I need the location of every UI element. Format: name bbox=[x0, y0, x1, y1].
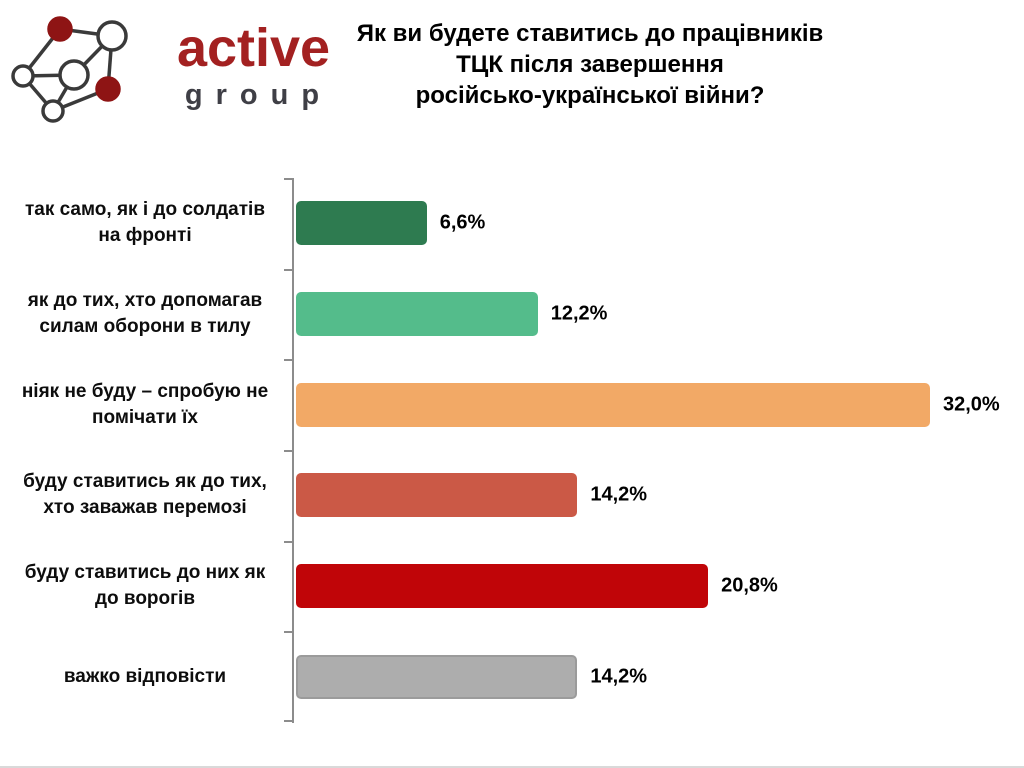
value-label: 32,0% bbox=[943, 393, 1000, 416]
axis-tick bbox=[284, 178, 293, 180]
axis-tick bbox=[284, 359, 293, 362]
bar bbox=[296, 563, 709, 608]
category-label: буду ставитись як до тих, хто заважав пе… bbox=[23, 471, 267, 519]
chart-row: буду ставитись до них як до ворогів 20,8% bbox=[0, 541, 1024, 632]
axis-tick bbox=[284, 720, 293, 722]
value-label: 14,2% bbox=[590, 665, 648, 688]
chart-row: буду ставитись як до тих, хто заважав пе… bbox=[0, 450, 1024, 541]
axis-tick bbox=[284, 631, 293, 634]
value-label: 12,2% bbox=[550, 302, 608, 325]
category-label: як до тих, хто допомагав силам оборони в… bbox=[27, 289, 263, 337]
bar bbox=[296, 654, 578, 699]
chart-title-line-1: Як ви будете ставитись до працівників bbox=[356, 20, 824, 47]
chart-row: як до тих, хто допомагав силам оборони в… bbox=[0, 269, 1024, 360]
axis-tick bbox=[284, 268, 293, 271]
chart-row: так само, як і до солдатів на фронті 6,6% bbox=[0, 178, 1024, 269]
active-group-logo: active group bbox=[8, 12, 348, 137]
logo-subname: group bbox=[184, 79, 333, 111]
value-label: 20,8% bbox=[721, 574, 778, 597]
category-label: буду ставитись до них як до ворогів bbox=[24, 561, 266, 609]
category-label: так само, як і до солдатів на фронті bbox=[24, 199, 266, 247]
bar bbox=[296, 382, 930, 427]
slide-bottom-edge bbox=[0, 766, 1024, 768]
chart-title: Як ви будете ставитись до працівників ТЦ… bbox=[350, 18, 830, 111]
value-label: 6,6% bbox=[439, 211, 486, 234]
category-axis-line bbox=[292, 178, 294, 723]
axis-tick bbox=[284, 540, 293, 543]
bar-chart-plot-area: так само, як і до солдатів на фронті 6,6%… bbox=[0, 178, 1024, 723]
chart-row: ніяк не буду – спробую не помічати їх 32,… bbox=[0, 359, 1024, 450]
logo-name: active bbox=[176, 18, 331, 78]
chart-title-line-3: російсько-української війни? bbox=[415, 82, 765, 109]
category-label: ніяк не буду – спробую не помічати їх bbox=[21, 380, 269, 428]
network-graph-icon bbox=[11, 16, 128, 123]
value-label: 14,2% bbox=[590, 483, 648, 506]
chart-title-line-2: ТЦК після завершення bbox=[456, 51, 724, 78]
bar bbox=[296, 473, 578, 518]
bar bbox=[296, 201, 427, 246]
axis-tick bbox=[284, 450, 293, 452]
category-label: важко відповісти bbox=[63, 665, 227, 687]
bar bbox=[296, 291, 538, 336]
chart-row: важко відповісти 14,2% bbox=[0, 631, 1024, 722]
logo-wordmark: active group bbox=[156, 20, 351, 112]
